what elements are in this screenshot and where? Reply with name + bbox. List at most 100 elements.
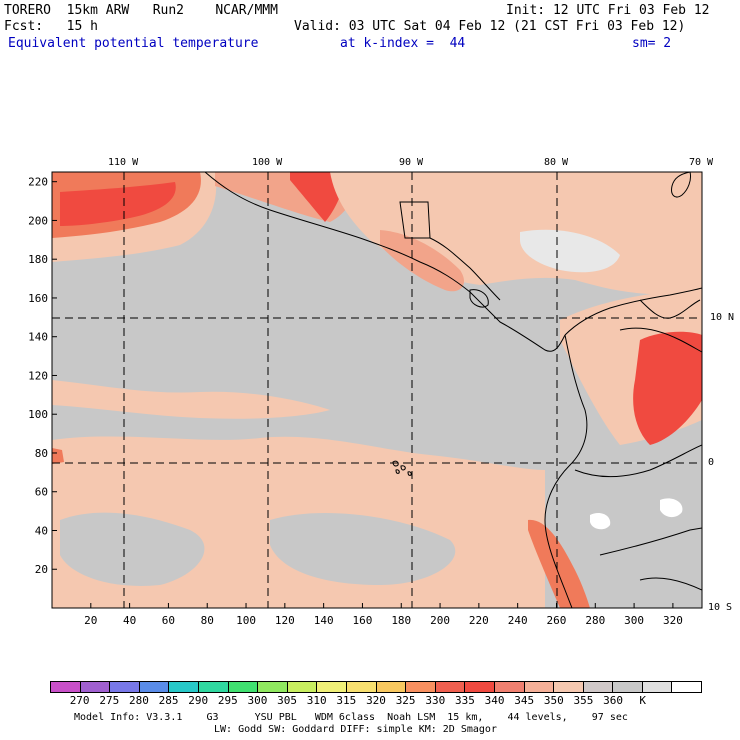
colorbar-label: 305 [277,694,298,707]
axis-ticks [52,181,674,608]
amazon-white-patch [590,513,611,530]
colorbar-label: 290 [188,694,209,707]
colorbar-label: 280 [128,694,149,707]
colorbar-label: 295 [217,694,238,707]
lon-label-110w: 110 W [108,157,139,168]
colorbar-swatch [139,682,170,692]
model-info-line: Model Info: V3.3.1 G3 YSU PBL WDM 6class… [74,712,628,723]
y-tick-label: 120 [28,369,48,382]
x-tick-label: 60 [162,614,175,627]
colorbar-swatch [169,682,199,692]
lat-lon-grid [52,172,702,608]
northwest-core [60,182,176,226]
map-frame [51,171,703,609]
lon-label-80w: 80 W [544,157,569,168]
colorbar-swatch [80,682,111,692]
colorbar-swatch [317,682,347,692]
x-tick-label: 120 [275,614,295,627]
colorbar-swatch [376,682,407,692]
x-tick-label: 280 [585,614,605,627]
colorbar-swatch [51,682,81,692]
x-tick-label: 20 [84,614,97,627]
lat-label-10n: 10 N [710,312,735,323]
x-tick-label: 160 [353,614,373,627]
colorbar-swatch [287,682,318,692]
lon-label-90w: 90 W [399,157,424,168]
lat-label-10s: 10 S [708,602,733,613]
colorbar-swatch [642,682,673,692]
y-tick-label: 80 [35,447,48,460]
colorbar-label: 355 [573,694,594,707]
smoothing-label: sm= 2 [632,36,672,51]
theta-e-field [52,172,702,608]
field-name-label: Equivalent potential temperature [8,36,259,51]
valid-time-label: Valid: 03 UTC Sat 04 Feb 12 (21 CST Fri … [294,19,686,34]
colorbar-label: 300 [247,694,268,707]
mexico-hot-region [290,172,345,222]
southwest-grey-patch [60,512,205,586]
y-tick-label: 200 [28,214,48,227]
x-tick-label: 100 [236,614,256,627]
colorbar-label: K [639,694,647,707]
colorbar-swatch [258,682,288,692]
caribbean-light-patch [520,229,620,273]
physics-info-line: LW: Godd SW: Goddard DIFF: simple KM: 2D… [214,724,497,735]
x-tick-label: 140 [314,614,334,627]
colorbar-label: 360 [603,694,624,707]
y-tick-label: 140 [28,331,48,344]
colorbar-swatch [435,682,466,692]
colorbar-label: 285 [158,694,179,707]
y-tick-label: 220 [28,176,48,189]
coastlines [204,172,702,608]
colorbar-label: 315 [336,694,357,707]
model-run-label: TORERO 15km ARW Run2 NCAR/MMM [4,3,278,18]
mid-warm-strip [52,380,330,419]
colorbar-label: 330 [425,694,446,707]
colorbar-swatch [228,682,259,692]
x-tick-label: 260 [547,614,567,627]
south-grey-patch [270,512,456,585]
x-tick-label: 320 [663,614,683,627]
x-tick-label: 220 [469,614,489,627]
colorbar-swatch [346,682,377,692]
y-tick-label: 40 [35,524,48,537]
forecast-hour-label: Fcst: 15 h [4,19,98,34]
colorbar-swatch [110,682,140,692]
y-tick-label: 60 [35,486,48,499]
lon-label-70w: 70 W [689,157,714,168]
colombia-hot-region [633,331,702,445]
x-tick-label: 80 [201,614,214,627]
y-tick-label: 160 [28,292,48,305]
colorbar-label: 350 [543,694,564,707]
init-time-label: Init: 12 UTC Fri 03 Feb 12 [506,3,710,18]
y-tick-label: 180 [28,253,48,266]
lat-label-0: 0 [708,457,715,468]
colorbar-swatch [465,682,495,692]
x-tick-label: 240 [508,614,528,627]
colorbar-swatch [524,682,555,692]
y-tick-label: 20 [35,563,48,576]
colorbar-swatch [554,682,584,692]
peru-coast-warm [528,519,590,608]
x-tick-label: 200 [430,614,450,627]
colorbar-swatch [198,682,229,692]
colorbar-label: 275 [99,694,120,707]
colorbar-swatch [583,682,614,692]
x-tick-label: 300 [624,614,644,627]
amazon-white-patch-2 [660,498,683,518]
colorbar-label: 345 [514,694,535,707]
level-label: at k-index = 44 [340,36,466,51]
x-tick-label: 180 [391,614,411,627]
colorbar-label: 270 [69,694,90,707]
west-edge-warm [52,448,64,464]
colorbar-swatch [406,682,436,692]
colorbar-label: 340 [484,694,505,707]
colorbar-swatch [672,682,702,692]
lon-label-100w: 100 W [252,157,283,168]
y-tick-label: 100 [28,408,48,421]
colorbar-label: 320 [366,694,386,707]
central-america-hot [380,230,465,292]
colorbar-label: 335 [454,694,475,707]
colorbar-swatch [494,682,525,692]
